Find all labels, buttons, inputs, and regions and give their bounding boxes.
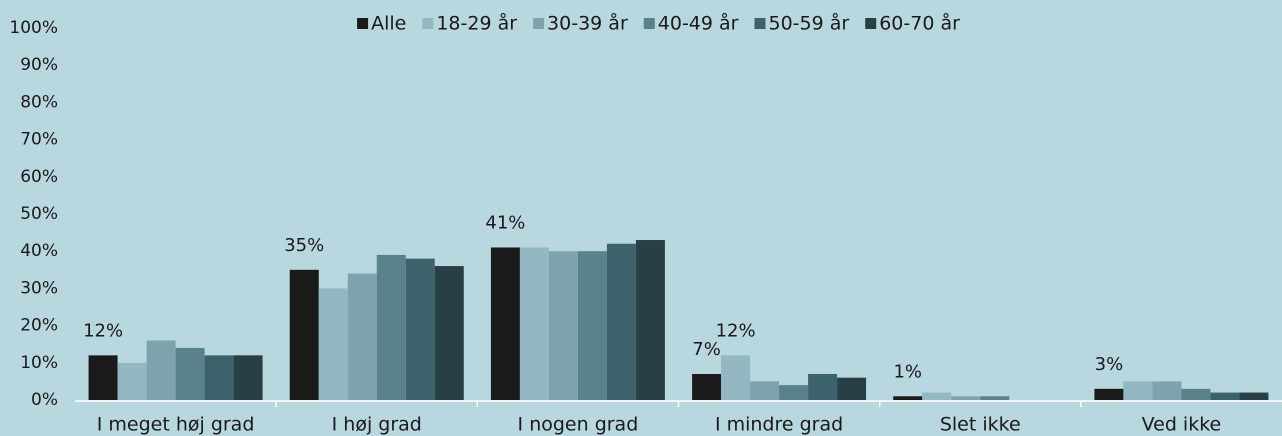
y-tick-label: 40% (20, 241, 58, 261)
bar (233, 355, 263, 400)
legend-label: Alle (371, 13, 406, 35)
x-tick-label: Slet ikke (940, 414, 1021, 436)
bar (318, 288, 348, 400)
data-label: 41% (485, 212, 525, 233)
y-tick-label: 70% (20, 130, 58, 150)
bar (750, 381, 780, 400)
bar (347, 273, 377, 400)
bar (548, 251, 578, 400)
bar (692, 373, 722, 400)
bar (922, 392, 952, 400)
bar (175, 347, 205, 400)
y-tick-label: 60% (20, 167, 58, 187)
data-label: 12% (716, 320, 756, 341)
bar (376, 254, 406, 400)
y-tick-label: 10% (20, 353, 58, 373)
data-label: 3% (1095, 354, 1124, 375)
bar (1210, 392, 1240, 400)
bar (490, 247, 520, 400)
legend-label: 30-39 år (547, 12, 628, 35)
x-tick-label: I mindre grad (715, 414, 843, 436)
bar (146, 340, 176, 400)
bar (1094, 388, 1124, 400)
y-tick-label: 30% (20, 278, 58, 298)
bar (635, 240, 665, 400)
bar (951, 396, 981, 400)
y-tick-label: 0% (31, 390, 58, 410)
bar (1123, 381, 1153, 400)
legend-label: 18-29 år (436, 12, 517, 35)
bar (1152, 381, 1182, 400)
x-tick-label: I meget høj grad (97, 414, 255, 436)
x-tick-label: I nogen grad (518, 414, 639, 436)
data-label: 1% (893, 361, 922, 382)
bar (117, 362, 147, 400)
bar (1181, 388, 1211, 400)
legend-swatch (533, 18, 545, 29)
y-tick-label: 100% (9, 18, 58, 38)
x-tick-label: I høj grad (332, 414, 422, 436)
y-tick-label: 80% (20, 92, 58, 112)
bar (837, 377, 867, 400)
legend-swatch (865, 18, 877, 29)
bar (808, 373, 838, 400)
data-label: 7% (692, 339, 721, 360)
bar (519, 247, 549, 400)
bar (204, 355, 234, 400)
bar (980, 396, 1010, 400)
bar (289, 269, 319, 400)
bar (721, 355, 751, 400)
bar (606, 243, 636, 400)
legend-swatch (754, 18, 766, 29)
bar (893, 396, 923, 400)
legend-label: 40-49 år (658, 12, 739, 35)
y-tick-label: 50% (20, 204, 58, 224)
data-label: 35% (284, 235, 324, 256)
legend-label: 60-70 år (879, 12, 960, 35)
bar (88, 355, 118, 400)
legend-swatch (643, 18, 655, 29)
bar (577, 251, 607, 400)
y-tick-label: 20% (20, 316, 58, 336)
bar (434, 266, 464, 400)
bar (779, 385, 809, 400)
bar (405, 258, 435, 400)
x-tick-label: Ved ikke (1142, 414, 1222, 436)
legend-swatch (422, 18, 434, 29)
data-label: 12% (83, 320, 123, 341)
legend-label: 50-59 år (768, 12, 849, 35)
legend-swatch (357, 18, 369, 29)
y-tick-label: 90% (20, 55, 58, 75)
bar (1239, 392, 1269, 400)
